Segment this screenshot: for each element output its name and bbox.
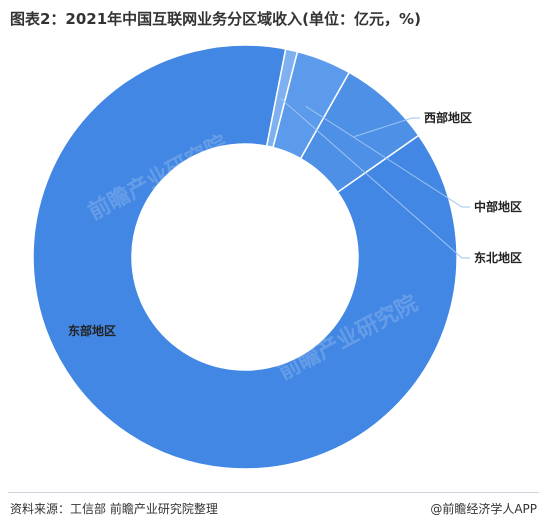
leader-west <box>354 117 420 138</box>
footer: 资料来源：工信部 前瞻产业研究院整理 @前瞻经济学人APP <box>0 492 547 528</box>
label-east: 东部地区 <box>68 323 116 338</box>
leader-northeast <box>280 98 470 259</box>
label-central: 中部地区 <box>474 199 522 214</box>
brand-label: @前瞻经济学人APP <box>430 502 537 516</box>
label-west: 西部地区 <box>424 110 472 125</box>
slice-east <box>32 44 458 470</box>
leader-central <box>305 105 470 208</box>
chart-title: 图表2：2021年中国互联网业务分区域收入(单位：亿元，%) <box>10 10 421 28</box>
slice-central <box>272 50 351 160</box>
source-note: 资料来源：工信部 前瞻产业研究院整理 <box>10 502 218 516</box>
label-northeast: 东北地区 <box>474 250 522 265</box>
slice-west <box>299 71 420 194</box>
slice-northeast <box>265 48 299 149</box>
slices-group <box>32 44 458 470</box>
footer-divider <box>8 492 539 493</box>
